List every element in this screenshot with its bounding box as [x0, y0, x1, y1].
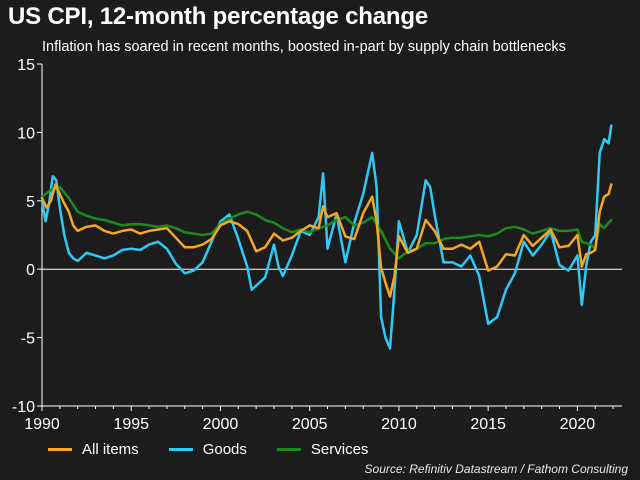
- line-chart: -10 -5 0 5 10 15 1990 1995 2000 2005 2010 2015 2020: [12, 57, 622, 433]
- x-tick-label: 2015: [470, 416, 506, 433]
- y-tick-label: -5: [21, 331, 35, 348]
- y-tick-label: -10: [12, 399, 35, 416]
- legend-item-all-items: All items: [48, 441, 139, 458]
- x-tick-label: 2000: [203, 416, 239, 433]
- legend: All items Goods Services: [48, 441, 398, 458]
- y-tick-label: 0: [26, 262, 35, 279]
- legend-swatch-all-items: [48, 448, 72, 451]
- legend-label-goods: Goods: [202, 441, 247, 458]
- series-line-goods: [40, 124, 613, 350]
- axes: -10 -5 0 5 10 15 1990 1995 2000 2005 2010 2015 2020: [12, 57, 622, 433]
- y-tick-label: 15: [17, 57, 35, 74]
- x-tick-label: 1995: [113, 416, 149, 433]
- x-tick-label: 2005: [292, 416, 328, 433]
- chart-subtitle: Inflation has soared in recent months, b…: [42, 39, 566, 55]
- x-tick-label: 2020: [560, 416, 596, 433]
- y-tick-label: 10: [17, 125, 35, 142]
- legend-label-all-items: All items: [82, 441, 139, 458]
- y-tick-label: 5: [26, 194, 35, 211]
- x-tick-label: 2010: [381, 416, 417, 433]
- legend-item-goods: Goods: [168, 441, 247, 458]
- chart-title: US CPI, 12-month percentage change: [8, 3, 428, 30]
- series-layer: [40, 124, 613, 350]
- series-line-all-items: [40, 183, 613, 298]
- series-line-services: [40, 185, 613, 260]
- legend-label-services: Services: [310, 441, 369, 458]
- source-note: Source: Refinitiv Datastream / Fathom Co…: [364, 462, 628, 476]
- legend-item-services: Services: [276, 441, 369, 458]
- legend-swatch-services: [276, 448, 301, 451]
- legend-swatch-goods: [168, 448, 193, 451]
- x-tick-label: 1990: [24, 416, 60, 433]
